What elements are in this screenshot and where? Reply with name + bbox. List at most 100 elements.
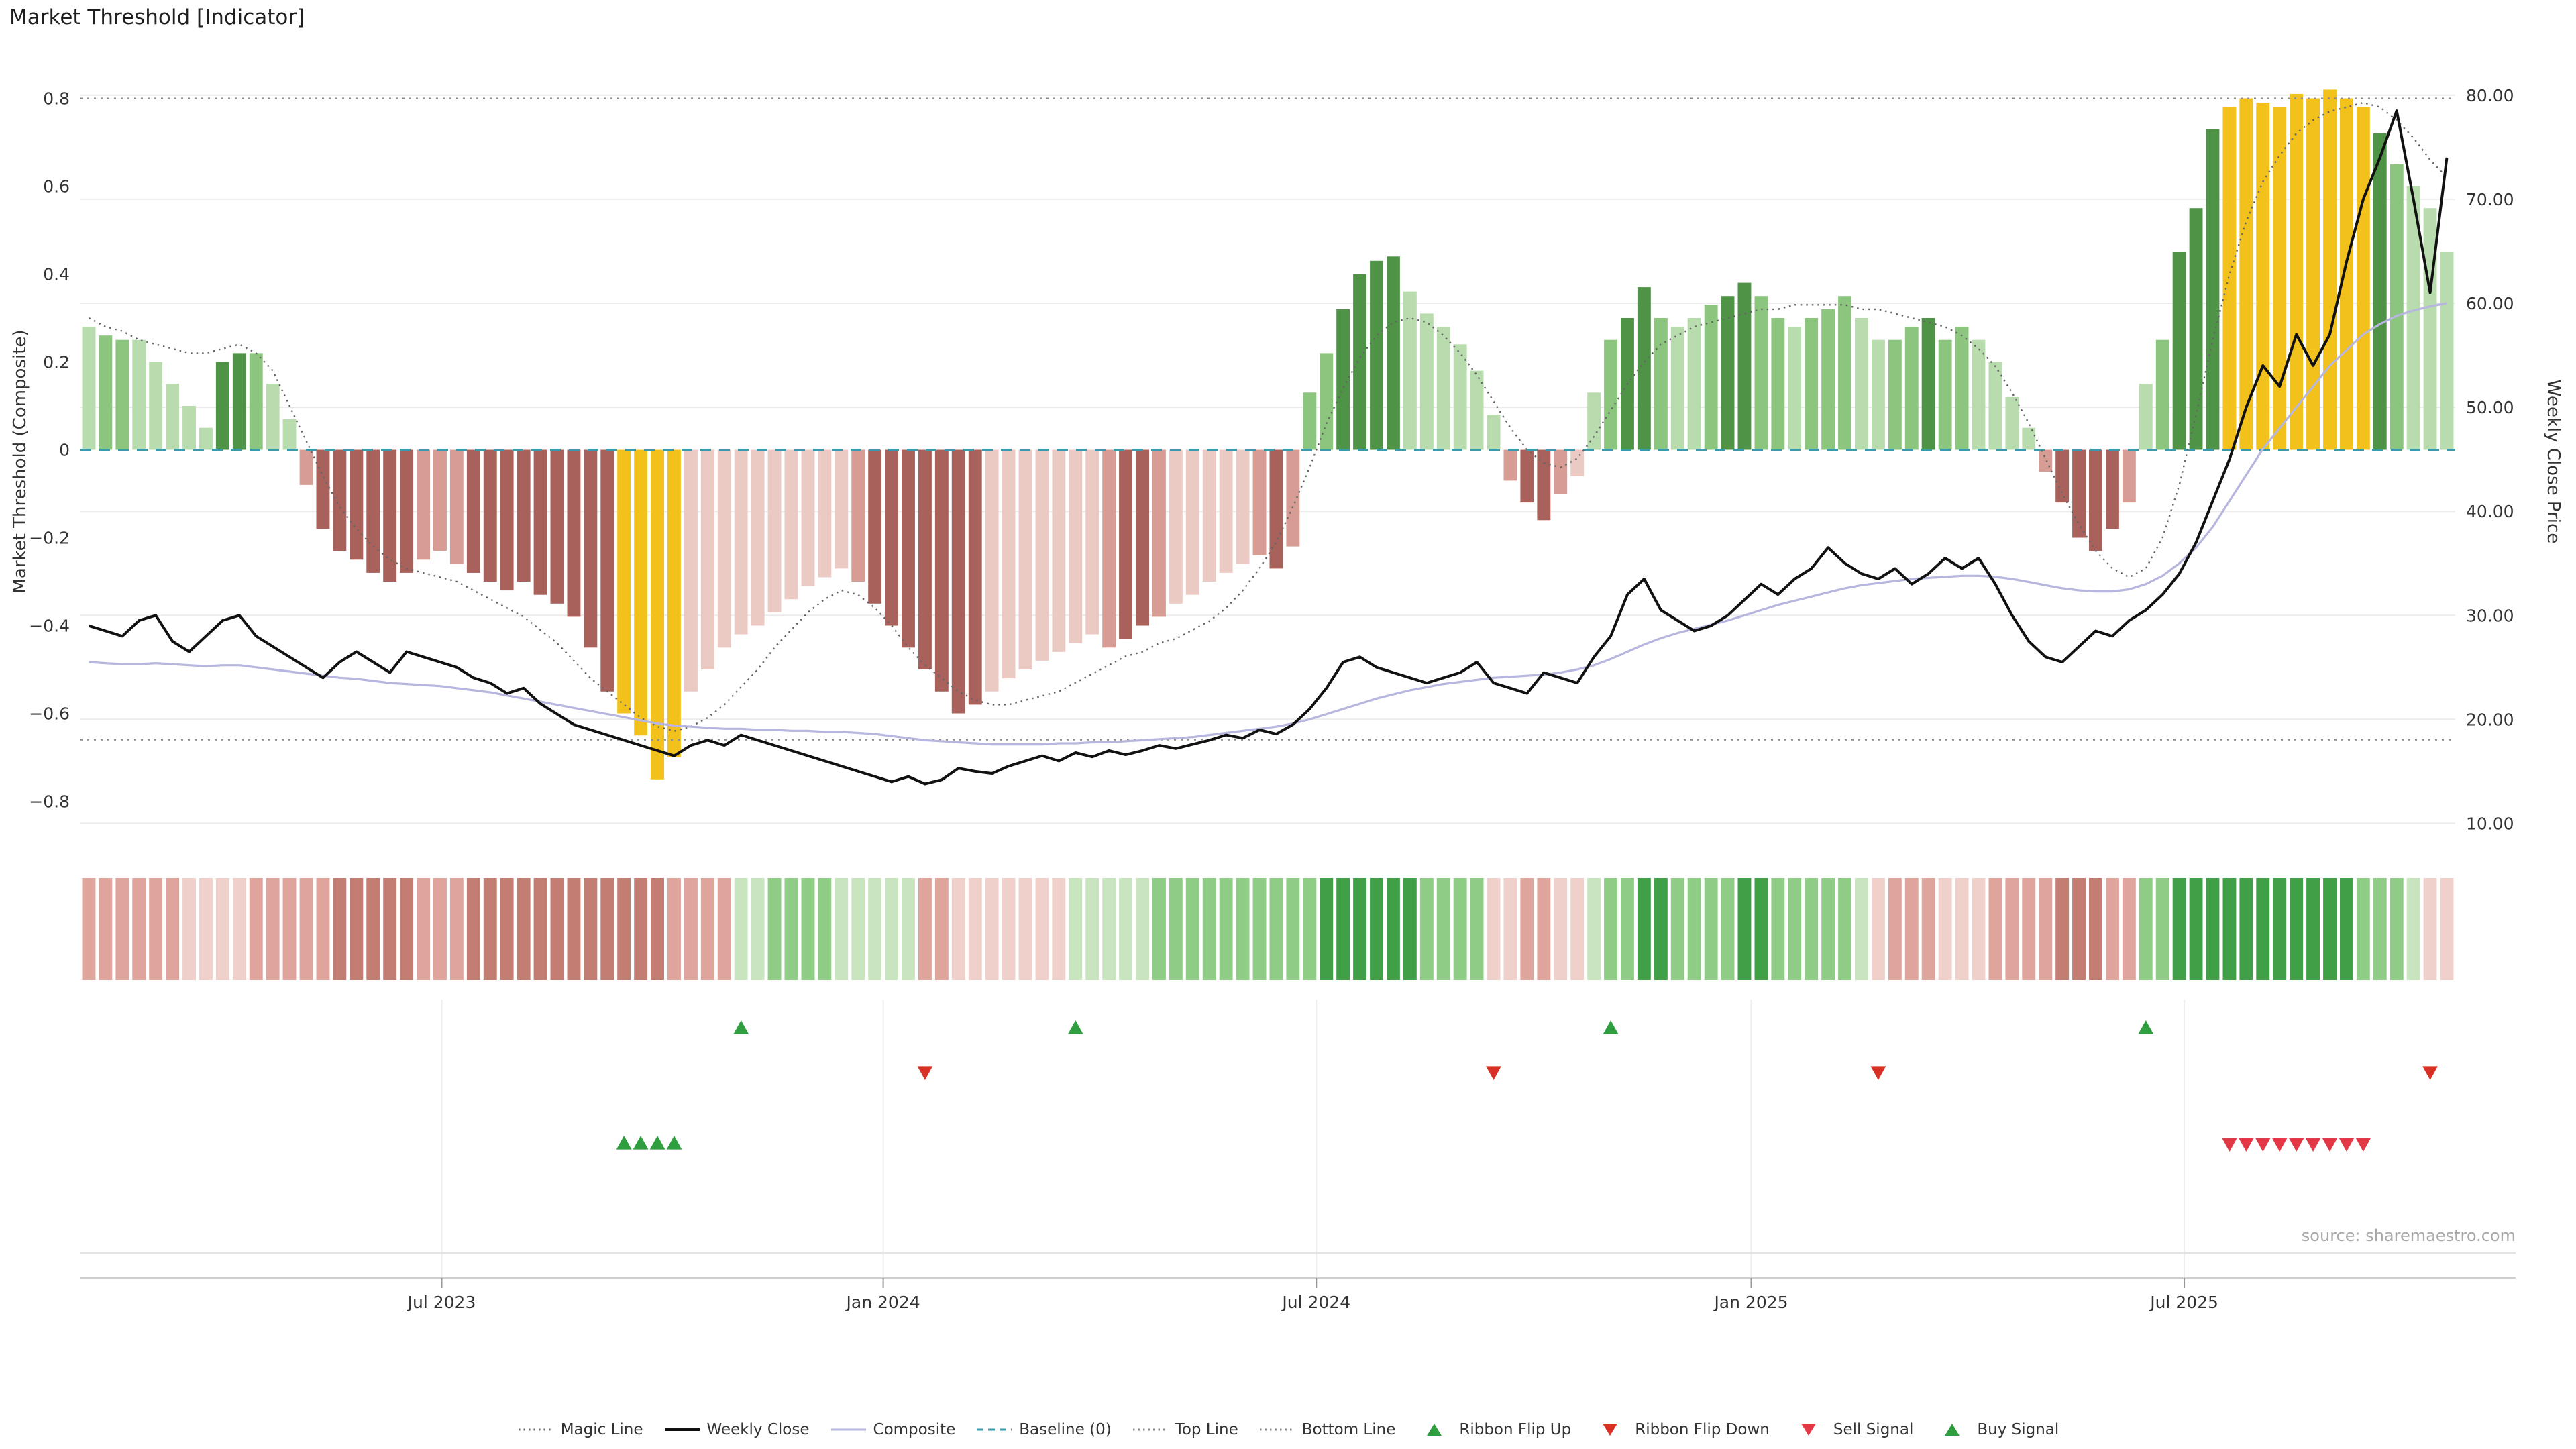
threshold-bar xyxy=(1185,449,1199,595)
legend-item: Weekly Close xyxy=(663,1421,810,1438)
threshold-bar xyxy=(2440,252,2454,450)
ribbon-cell xyxy=(282,878,297,980)
legend-item: Sell Signal xyxy=(1790,1421,1913,1438)
threshold-bar xyxy=(968,449,982,705)
ribbon-cell xyxy=(249,878,263,980)
ribbon-flip-down-marker xyxy=(917,1066,933,1080)
ribbon-cell xyxy=(1654,878,1668,980)
ribbon-cell xyxy=(1185,878,1199,980)
threshold-bar xyxy=(1754,296,1768,450)
ribbon-cell xyxy=(1002,878,1016,980)
threshold-bar xyxy=(1855,318,1868,450)
threshold-bar xyxy=(82,327,96,450)
ribbon-cell xyxy=(1938,878,1952,980)
source-credit: source: sharemaestro.com xyxy=(2301,1226,2516,1245)
ribbon-cell xyxy=(801,878,815,980)
legend-label: Ribbon Flip Up xyxy=(1459,1421,1572,1438)
threshold-bar xyxy=(1938,339,1952,450)
ribbon-cell xyxy=(1069,878,1083,980)
threshold-bar xyxy=(2256,103,2270,450)
legend-label: Buy Signal xyxy=(1977,1421,2059,1438)
ribbon-cell xyxy=(1487,878,1501,980)
threshold-bars xyxy=(82,89,2454,780)
threshold-bar xyxy=(417,449,430,560)
ribbon-cell xyxy=(2340,878,2353,980)
ribbon-cell xyxy=(383,878,397,980)
threshold-bar xyxy=(2273,107,2287,450)
threshold-bar xyxy=(1018,449,1032,669)
sell-signal-marker xyxy=(2355,1138,2371,1152)
ribbon-cell xyxy=(1754,878,1768,980)
threshold-bar xyxy=(1587,392,1601,450)
ribbon-cell xyxy=(1721,878,1735,980)
ribbon-cell xyxy=(1587,878,1601,980)
ribbon-cell xyxy=(2155,878,2169,980)
weekly-close-line xyxy=(88,109,2449,786)
right-tick-label: 80.00 xyxy=(2466,86,2514,105)
threshold-bar xyxy=(1554,449,1568,494)
threshold-bar xyxy=(1654,318,1668,450)
triangle-down-icon xyxy=(1801,1424,1816,1436)
threshold-bar xyxy=(1904,327,1919,450)
threshold-bar xyxy=(1119,449,1132,639)
ribbon-cell xyxy=(1788,878,1802,980)
threshold-bar xyxy=(2022,427,2036,450)
threshold-bar xyxy=(1336,309,1350,450)
threshold-bar xyxy=(1470,370,1484,450)
ribbon-cell xyxy=(1737,878,1752,980)
legend-line-sample xyxy=(664,1428,700,1431)
sell-signal-marker xyxy=(2322,1138,2338,1152)
legend-label: Magic Line xyxy=(560,1421,643,1438)
threshold-bar xyxy=(2106,449,2119,529)
threshold-bar xyxy=(1704,305,1718,450)
threshold-bar xyxy=(282,419,297,450)
ribbon-cell xyxy=(350,878,364,980)
threshold-bar xyxy=(1637,287,1651,450)
threshold-bar xyxy=(433,449,447,551)
ribbon-cell xyxy=(1035,878,1049,980)
ribbon-cell xyxy=(818,878,832,980)
ribbon-cell xyxy=(466,878,480,980)
right-tick-label: 30.00 xyxy=(2466,606,2514,625)
sell-signal-marker xyxy=(2255,1138,2271,1152)
threshold-bar xyxy=(550,449,564,604)
ribbon-cell xyxy=(1286,878,1300,980)
right-tick-label: 50.00 xyxy=(2466,398,2514,417)
threshold-bar xyxy=(1838,296,1851,450)
threshold-bar xyxy=(299,449,313,485)
ribbon-cell xyxy=(1052,878,1066,980)
threshold-bar xyxy=(700,449,714,669)
ribbon-flip-down-marker xyxy=(1870,1066,1886,1080)
ribbon-cell xyxy=(617,878,631,980)
ribbon-cell xyxy=(2256,878,2270,980)
ribbon-cell xyxy=(2239,878,2253,980)
ribbon-cell xyxy=(968,878,982,980)
ribbon-cell xyxy=(1972,878,1986,980)
ribbon-cell xyxy=(1136,878,1149,980)
ribbon-cell xyxy=(316,878,330,980)
threshold-bar xyxy=(1286,449,1300,547)
threshold-bar xyxy=(801,449,815,586)
left-tick-label: 0.4 xyxy=(43,265,70,284)
left-tick-label: −0.4 xyxy=(29,616,70,636)
buy-signal-marker xyxy=(649,1136,665,1150)
composite-line xyxy=(89,302,2447,746)
threshold-bar xyxy=(1988,362,2002,450)
ribbon-cell xyxy=(2406,878,2420,980)
threshold-bar xyxy=(1202,449,1216,582)
threshold-bar xyxy=(934,449,949,692)
sell-signal-marker xyxy=(2288,1138,2304,1152)
ribbon-cell xyxy=(684,878,698,980)
ribbon-cell xyxy=(1821,878,1835,980)
threshold-bar xyxy=(1035,449,1049,661)
threshold-bar xyxy=(2189,208,2203,450)
ribbon-flip-down-marker xyxy=(2422,1066,2438,1080)
ribbon-cell xyxy=(1152,878,1166,980)
buy-signal-marker xyxy=(633,1136,649,1150)
threshold-bar xyxy=(667,449,681,757)
threshold-bar xyxy=(99,335,113,450)
legend-label: Baseline (0) xyxy=(1019,1421,1112,1438)
ribbon-cell xyxy=(584,878,598,980)
threshold-bar xyxy=(316,449,330,529)
threshold-bar xyxy=(2072,449,2086,538)
